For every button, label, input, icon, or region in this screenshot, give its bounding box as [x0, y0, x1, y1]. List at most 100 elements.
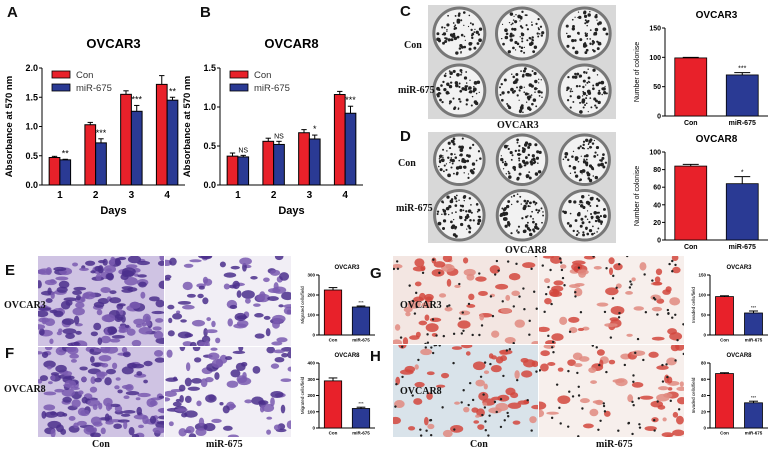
colony: [436, 32, 440, 36]
cell: [105, 420, 114, 425]
cell: [105, 272, 114, 280]
colony: [467, 209, 472, 213]
cell: [54, 388, 65, 393]
colony: [578, 85, 581, 88]
cell: [138, 424, 145, 429]
pore: [471, 333, 474, 337]
cell: [495, 283, 509, 290]
colony: [475, 92, 478, 95]
cell: [60, 428, 67, 435]
colony: [542, 214, 545, 217]
cell: [666, 376, 673, 384]
significance-label: ***: [96, 128, 107, 138]
colony: [460, 73, 462, 76]
pore: [627, 422, 630, 425]
cell: [178, 428, 187, 437]
pore: [669, 399, 672, 403]
pore: [636, 337, 640, 341]
colony: [502, 42, 505, 46]
colony: [506, 102, 509, 105]
cell: [236, 290, 242, 298]
bar-con: [674, 165, 708, 241]
colony: [441, 227, 446, 231]
cell: [64, 380, 77, 389]
cell: [259, 405, 265, 413]
cell: [605, 287, 619, 296]
chart-h-invasion-ovcar8: OVCAR8 0 20 40 60 80 Invaded cells/field Con ***…: [691, 353, 768, 436]
cell: [551, 333, 564, 341]
colony: [527, 145, 531, 149]
colony: [591, 196, 594, 200]
colony: [564, 152, 569, 156]
colony: [600, 159, 603, 162]
cell: [90, 270, 96, 274]
cell: [250, 275, 258, 280]
y-axis-label: Migrated cells/field: [300, 286, 305, 324]
cell: [395, 376, 401, 385]
cell: [76, 294, 81, 301]
cell: [656, 393, 670, 402]
colony: [452, 233, 457, 237]
colony: [568, 224, 573, 228]
colony: [573, 39, 577, 42]
cell: [278, 304, 284, 308]
photo-caption-ovcar3: OVCAR3: [497, 120, 539, 131]
pore: [499, 425, 503, 429]
pore: [603, 410, 607, 413]
colony: [464, 85, 468, 89]
colony: [442, 170, 445, 173]
significance-label: ***: [751, 395, 757, 400]
pore: [518, 295, 521, 298]
colony: [459, 208, 463, 212]
cell: [110, 256, 116, 263]
pore: [480, 324, 484, 327]
pore: [628, 286, 632, 289]
pore: [615, 286, 618, 289]
colony: [519, 15, 523, 19]
colony: [449, 76, 452, 78]
pore: [555, 383, 559, 386]
cell: [95, 371, 108, 377]
colony: [471, 32, 475, 36]
colony: [532, 220, 535, 224]
pore: [530, 267, 533, 271]
colony: [468, 86, 472, 90]
colony: [574, 157, 578, 161]
pore: [453, 428, 456, 431]
cell: [165, 397, 171, 402]
colony: [603, 92, 606, 95]
cell: [141, 322, 147, 327]
cell: [553, 280, 564, 286]
colony: [471, 162, 476, 166]
pore: [547, 334, 550, 338]
cell: [136, 406, 143, 416]
colony: [592, 175, 595, 177]
colony: [502, 212, 506, 216]
cell: [540, 350, 550, 357]
cell: [96, 309, 103, 316]
cell: [463, 268, 476, 276]
colony: [518, 110, 522, 114]
colony: [512, 75, 515, 79]
cell: [544, 278, 551, 284]
cell: [551, 285, 564, 292]
cell: [531, 340, 538, 344]
cell: [672, 266, 681, 274]
colony: [512, 46, 515, 50]
pore: [501, 300, 504, 303]
colony: [541, 221, 543, 224]
cell: [274, 356, 285, 363]
cell: [269, 269, 281, 276]
colony: [562, 158, 565, 161]
colony: [605, 92, 608, 95]
x-tick-label: miR-675: [352, 431, 370, 436]
pore: [462, 389, 465, 392]
significance-label: NS: [274, 133, 284, 140]
colony: [505, 32, 509, 36]
panel-label-e: E: [5, 262, 16, 279]
bar-mir-675: [166, 99, 179, 186]
cell: [639, 262, 647, 271]
pore: [467, 302, 471, 306]
colony: [579, 101, 582, 104]
cell: [143, 360, 153, 367]
